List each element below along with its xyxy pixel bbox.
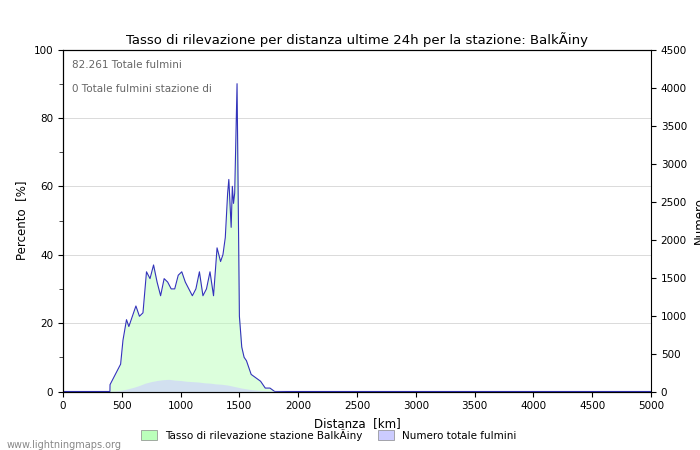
- Legend: Tasso di rilevazione stazione BalkÃiny, Numero totale fulmini: Tasso di rilevazione stazione BalkÃiny, …: [137, 424, 521, 445]
- Title: Tasso di rilevazione per distanza ultime 24h per la stazione: BalkÃiny: Tasso di rilevazione per distanza ultime…: [126, 32, 588, 47]
- Y-axis label: Numero: Numero: [692, 197, 700, 244]
- Text: www.lightningmaps.org: www.lightningmaps.org: [7, 440, 122, 450]
- X-axis label: Distanza  [km]: Distanza [km]: [314, 417, 400, 430]
- Text: 82.261 Totale fulmini: 82.261 Totale fulmini: [72, 60, 182, 70]
- Text: 0 Totale fulmini stazione di: 0 Totale fulmini stazione di: [72, 84, 211, 94]
- Y-axis label: Percento  [%]: Percento [%]: [15, 181, 28, 260]
